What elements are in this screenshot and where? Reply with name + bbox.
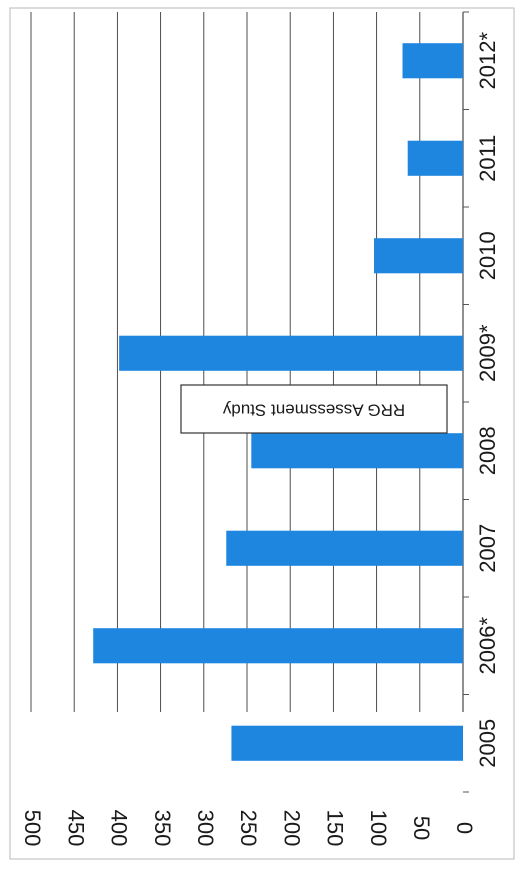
bar: [226, 530, 463, 566]
category-tick-label: 2006*: [475, 617, 500, 675]
value-tick-label: 450: [63, 810, 88, 847]
bar: [407, 140, 463, 176]
value-tick-label: 250: [236, 810, 261, 847]
bar: [119, 335, 464, 371]
value-tick-label: 400: [107, 810, 132, 847]
category-tick-label: 2010: [475, 231, 500, 280]
bar: [231, 725, 463, 761]
value-tick-label: 150: [323, 810, 348, 847]
value-axis-labels: 0 50 100 150 200 250 300 350 400 450 500: [20, 810, 477, 847]
bar: [251, 433, 463, 469]
value-tick-label: 500: [20, 810, 45, 847]
value-tick-label: 300: [193, 810, 218, 847]
category-axis-ticks: [463, 11, 469, 793]
bar: [93, 628, 463, 664]
category-tick-label: 2005: [475, 719, 500, 768]
category-tick-label: 2008: [475, 426, 500, 475]
bar: [374, 238, 463, 274]
legend: RRG Assessment Study: [180, 384, 448, 434]
category-tick-label: 2009*: [475, 324, 500, 382]
value-tick-label: 0: [452, 822, 477, 834]
gridlines: [30, 12, 421, 712]
category-tick-label: 2007: [475, 524, 500, 573]
value-tick-label: 50: [409, 816, 434, 840]
value-tick-label: 350: [150, 810, 175, 847]
category-axis-labels: 2005 2006* 2007 2008 2009* 2010 2011 2012*: [475, 32, 500, 768]
legend-box: [180, 384, 448, 434]
value-tick-label: 100: [366, 810, 391, 847]
bar-series: [93, 43, 464, 761]
chart-border: [9, 7, 515, 860]
legend-label: RRG Assessment Study: [222, 401, 405, 420]
category-tick-label: 2011: [475, 135, 500, 182]
value-tick-label: 200: [279, 810, 304, 847]
category-tick-label: 2012*: [475, 32, 500, 90]
bar: [402, 43, 463, 79]
